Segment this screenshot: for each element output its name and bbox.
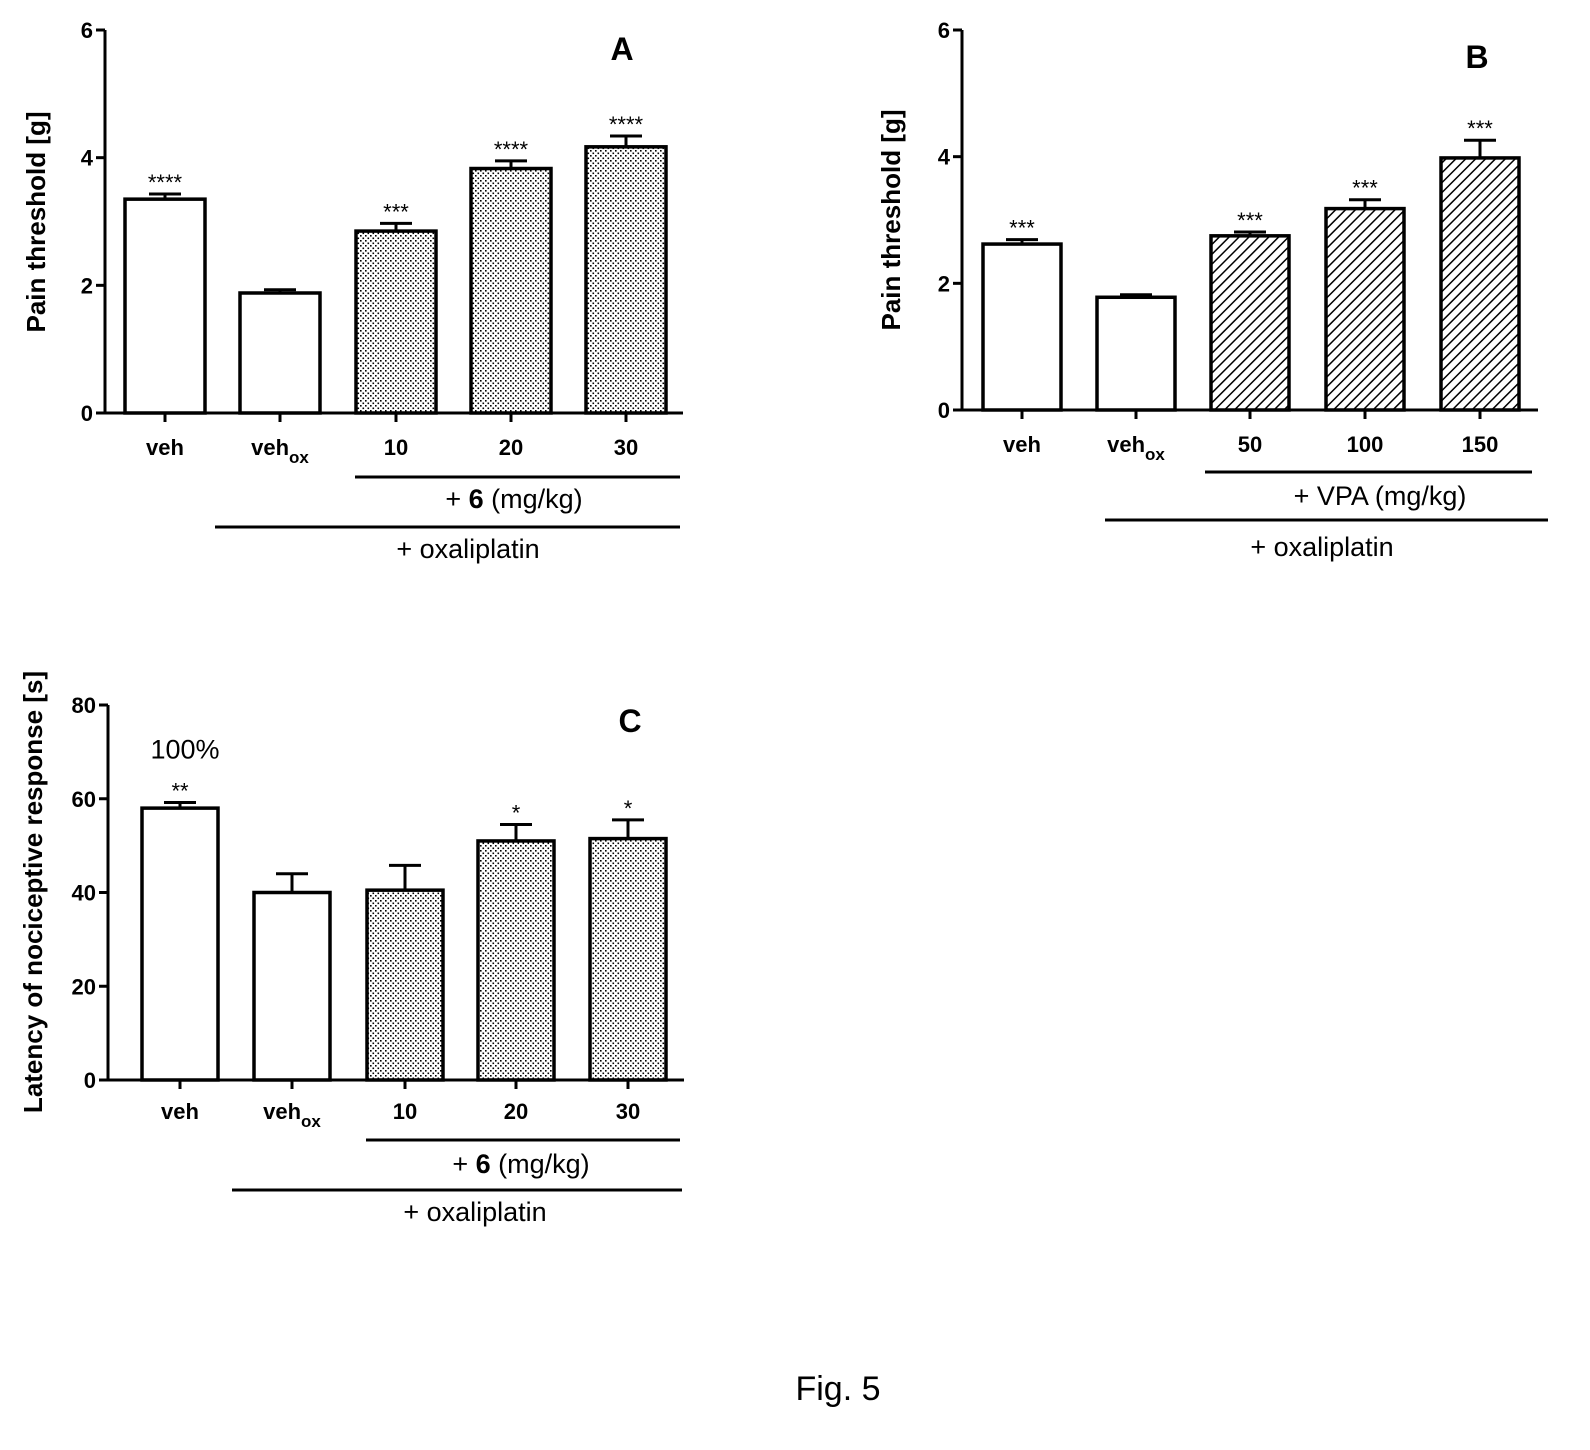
significance-marker: *	[512, 801, 521, 826]
treatment-group-label: + VPA (mg/kg)	[1294, 481, 1467, 511]
bar	[1095, 295, 1177, 412]
y-tick-label: 6	[938, 18, 950, 43]
bar	[238, 291, 322, 415]
y-tick-label: 60	[72, 787, 96, 812]
panel-letter: A	[610, 31, 633, 67]
significance-marker: ***	[1237, 208, 1263, 233]
y-tick-label: 2	[938, 271, 950, 296]
x-tick-label: 150	[1462, 432, 1499, 457]
bar	[469, 166, 553, 415]
oxaliplatin-group-label: + oxaliplatin	[396, 534, 539, 564]
bar	[123, 197, 207, 415]
y-tick-label: 4	[81, 146, 94, 171]
y-tick-label: 40	[72, 881, 96, 906]
x-tick-label: 20	[504, 1099, 528, 1124]
y-axis-label: Latency of nociceptive response [s]	[18, 671, 48, 1113]
bar	[584, 145, 668, 415]
x-tick-label: veh	[146, 435, 184, 460]
x-tick-label: vehox	[1107, 432, 1165, 464]
bar	[140, 806, 220, 1082]
x-tick-label: 100	[1347, 432, 1384, 457]
treatment-group-label: + 6 (mg/kg)	[445, 484, 582, 514]
significance-marker: ***	[1352, 176, 1378, 201]
bar	[365, 888, 445, 1082]
y-tick-label: 80	[72, 693, 96, 718]
x-tick-label: vehox	[263, 1099, 321, 1131]
x-tick-label: 10	[393, 1099, 417, 1124]
bar	[1324, 206, 1406, 412]
bar	[588, 836, 668, 1082]
x-tick-label: 30	[616, 1099, 640, 1124]
panel-letter: C	[618, 703, 641, 739]
significance-marker: ***	[383, 199, 409, 224]
y-tick-label: 0	[938, 398, 950, 423]
significance-marker: ***	[1467, 116, 1493, 141]
y-tick-label: 4	[938, 145, 951, 170]
oxaliplatin-group-label: + oxaliplatin	[403, 1197, 546, 1227]
y-tick-label: 2	[81, 273, 93, 298]
significance-marker: *	[624, 796, 633, 821]
bar	[476, 839, 556, 1082]
y-tick-label: 0	[81, 401, 93, 426]
annotation: 100%	[150, 735, 219, 765]
treatment-group-label: + 6 (mg/kg)	[452, 1149, 589, 1179]
significance-marker: ****	[148, 170, 183, 195]
y-tick-label: 6	[81, 18, 93, 43]
x-tick-label: 10	[384, 435, 408, 460]
x-tick-label: 30	[614, 435, 638, 460]
significance-marker: ****	[494, 137, 529, 162]
x-tick-label: 50	[1238, 432, 1262, 457]
bar	[354, 229, 438, 415]
y-axis-label: Pain threshold [g]	[21, 112, 51, 333]
bar	[1209, 234, 1291, 412]
bar	[252, 890, 332, 1082]
bar	[981, 242, 1063, 412]
significance-marker: ****	[609, 112, 644, 137]
panel-letter: B	[1465, 39, 1488, 75]
significance-marker: **	[171, 779, 189, 804]
y-axis-label: Pain threshold [g]	[876, 110, 906, 331]
figure-caption: Fig. 5	[795, 1370, 880, 1408]
oxaliplatin-group-label: + oxaliplatin	[1250, 532, 1393, 562]
y-tick-label: 0	[84, 1068, 96, 1093]
x-tick-label: vehox	[251, 435, 309, 467]
panel-c: 0 20 40 60 80 Latency of nociceptive response…	[18, 671, 684, 1227]
x-tick-label: 20	[499, 435, 523, 460]
y-tick-label: 20	[72, 974, 96, 999]
x-tick-label: veh	[1003, 432, 1041, 457]
x-tick-label: veh	[161, 1099, 199, 1124]
bar	[1439, 156, 1521, 412]
significance-marker: ***	[1009, 216, 1035, 241]
